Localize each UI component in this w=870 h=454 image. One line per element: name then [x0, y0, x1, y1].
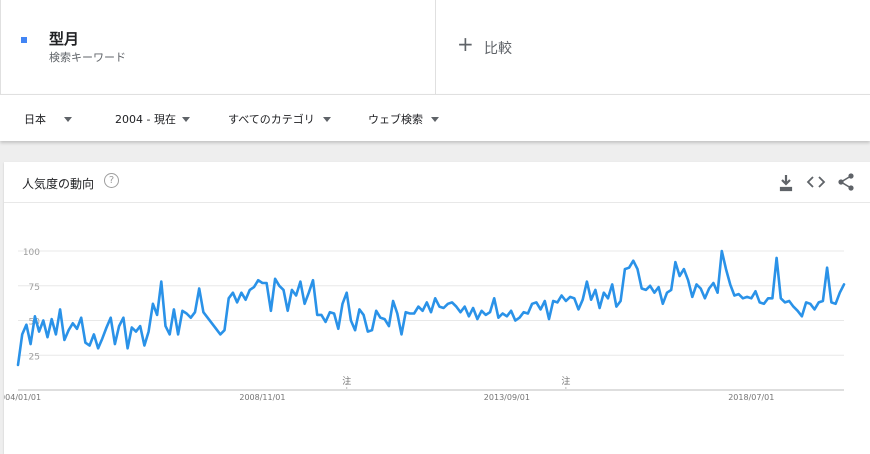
help-icon[interactable]: ?: [104, 173, 119, 188]
category-dropdown[interactable]: すべてのカテゴリ: [228, 111, 331, 127]
search-terms-row: 型月 検索キーワード + 比較: [0, 0, 870, 94]
plus-icon: +: [457, 32, 474, 56]
y-tick-label: 75: [29, 283, 40, 293]
x-tick-label: 2013/09/01: [484, 393, 530, 402]
region-dropdown[interactable]: 日本: [24, 111, 72, 127]
x-tick-label: 2018/07/01: [728, 393, 774, 402]
chevron-down-icon: [64, 116, 72, 122]
annotation-label: 注: [561, 375, 570, 387]
card-header: 人気度の動向 ?: [4, 162, 870, 203]
period-dropdown[interactable]: 2004 - 現在: [115, 111, 190, 127]
search-type-dropdown[interactable]: ウェブ検索: [368, 111, 439, 127]
chart-grid: [18, 250, 844, 356]
download-icon[interactable]: [776, 172, 796, 192]
filter-bar: 日本 2004 - 現在 すべてのカテゴリ ウェブ検索: [0, 94, 870, 141]
annotation-label: 注: [342, 375, 351, 387]
search-term-card[interactable]: 型月 検索キーワード: [0, 0, 436, 94]
share-icon[interactable]: [836, 172, 856, 192]
chevron-down-icon: [322, 116, 331, 122]
x-tick-label: 2004/01/01: [4, 393, 41, 402]
compare-button[interactable]: + 比較: [436, 0, 870, 94]
term-color-marker: [21, 37, 27, 43]
chart-annotations: 注注: [342, 375, 570, 389]
period-value: 2004 - 現在: [115, 113, 176, 126]
region-value: 日本: [24, 113, 46, 126]
embed-icon[interactable]: [806, 172, 826, 192]
search-term-type: 検索キーワード: [49, 51, 126, 64]
x-axis: 2004/01/01 2008/11/01 2013/09/01 2018/07/01: [4, 393, 774, 402]
y-tick-label: 25: [29, 352, 40, 362]
chevron-down-icon: [181, 116, 190, 122]
x-tick-label: 2008/11/01: [239, 393, 285, 402]
search-term-title[interactable]: 型月: [49, 30, 80, 48]
y-tick-label: 100: [23, 248, 40, 258]
search-type-value: ウェブ検索: [368, 113, 423, 126]
compare-label: 比較: [484, 41, 512, 57]
chevron-down-icon: [431, 116, 439, 122]
card-title: 人気度の動向: [22, 177, 95, 191]
category-value: すべてのカテゴリ: [228, 113, 315, 126]
series-line-型月: [16, 249, 846, 367]
